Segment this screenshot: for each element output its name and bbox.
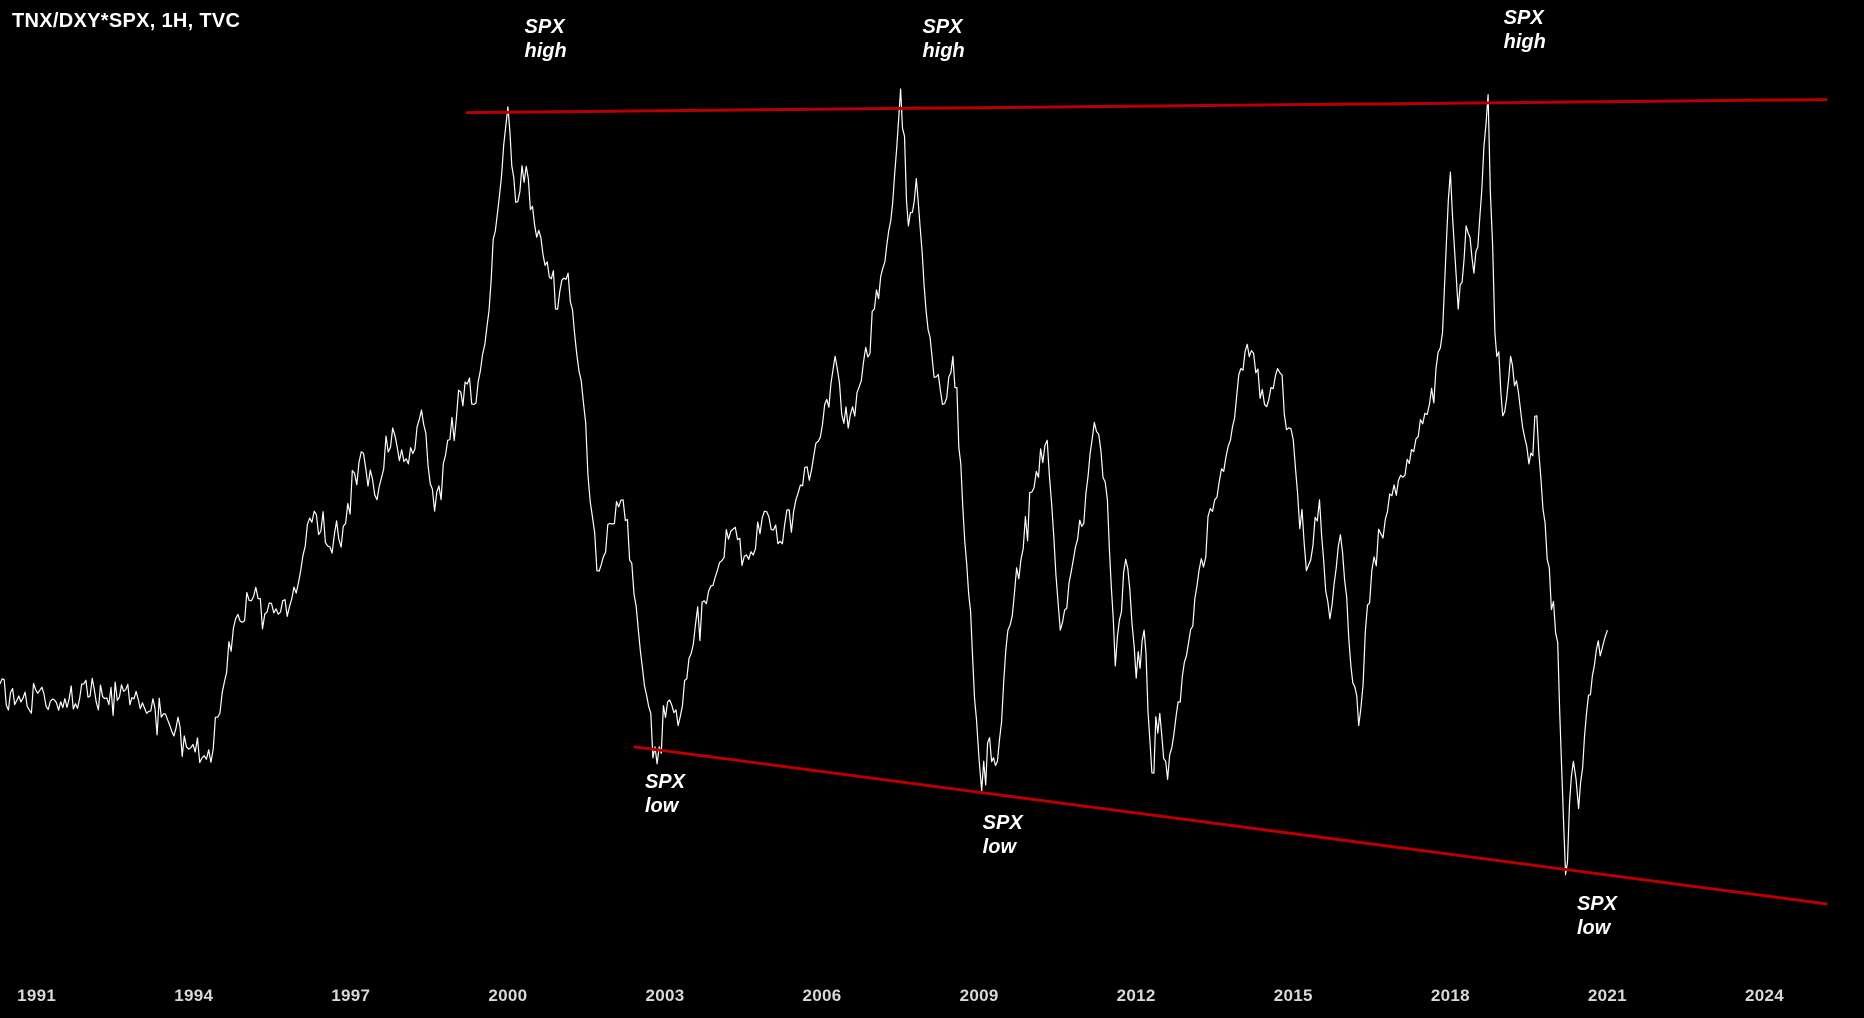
x-axis-tick-2006: 2006 (802, 986, 842, 1005)
annotation-line: SPX (1576, 893, 1617, 915)
annotation-spx-high[interactable]: SPX high (525, 15, 567, 63)
annotation-line: low (644, 795, 679, 817)
annotation-line: high (1503, 31, 1546, 53)
x-axis-tick-1997: 1997 (331, 986, 371, 1005)
annotation-line: low (1576, 917, 1611, 939)
annotation-line: low (982, 836, 1017, 858)
annotation-spx-high[interactable]: SPX high (922, 15, 964, 63)
x-axis-tick-1994: 1994 (174, 986, 214, 1005)
x-axis-tick-2021: 2021 (1587, 986, 1627, 1005)
x-axis-tick-2012: 2012 (1116, 986, 1156, 1005)
price-series-line[interactable] (0, 88, 1608, 876)
annotation-spx-low[interactable]: SPX low (1577, 892, 1617, 940)
x-axis-tick-2009: 2009 (959, 986, 999, 1005)
annotation-line: SPX (922, 16, 963, 38)
trendline-resistance-highs[interactable] (465, 98, 1828, 115)
annotation-line: high (524, 40, 567, 62)
annotation-spx-high[interactable]: SPX high (1504, 6, 1546, 54)
annotation-spx-low[interactable]: SPX low (645, 770, 685, 818)
x-axis-tick-1991: 1991 (17, 986, 57, 1005)
x-axis-tick-2000: 2000 (488, 986, 528, 1005)
x-axis-tick-2015: 2015 (1273, 986, 1313, 1005)
annotation-line: SPX (982, 812, 1023, 834)
x-axis-tick-2018: 2018 (1430, 986, 1470, 1005)
trendline-support-lows[interactable] (633, 745, 1828, 906)
annotation-line: SPX (524, 16, 565, 38)
x-axis-tick-2003: 2003 (645, 986, 685, 1005)
annotation-line: SPX (1503, 7, 1544, 29)
x-axis[interactable]: 1991 1994 1997 2000 2003 2006 2009 2012 2015 2018… (0, 982, 1864, 1018)
annotation-line: SPX (644, 771, 685, 793)
symbol-title[interactable]: TNX/DXY*SPX, 1H, TVC (12, 10, 241, 32)
x-axis-tick-2024: 2024 (1745, 986, 1785, 1005)
annotation-line: high (922, 40, 965, 62)
annotation-spx-low[interactable]: SPX low (983, 811, 1023, 859)
